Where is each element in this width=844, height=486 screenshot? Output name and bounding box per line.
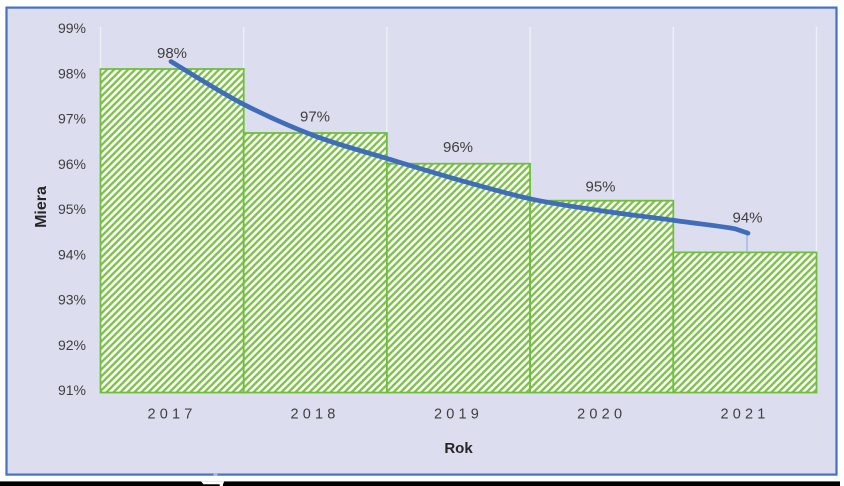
svg-text:93%: 93% — [58, 292, 86, 308]
svg-text:96%: 96% — [443, 139, 473, 156]
svg-text:2019: 2019 — [434, 406, 483, 422]
svg-text:95%: 95% — [585, 178, 615, 195]
svg-text:94%: 94% — [58, 247, 86, 263]
svg-text:98%: 98% — [157, 45, 187, 62]
svg-text:2020: 2020 — [577, 406, 626, 422]
svg-text:96%: 96% — [58, 156, 86, 172]
svg-text:94%: 94% — [732, 209, 762, 226]
svg-text:Miera: Miera — [33, 186, 50, 228]
svg-text:2018: 2018 — [290, 406, 339, 422]
svg-text:99%: 99% — [58, 20, 86, 36]
svg-text:2017: 2017 — [147, 406, 196, 422]
svg-text:2021: 2021 — [720, 406, 769, 422]
svg-text:91%: 91% — [58, 382, 86, 398]
svg-text:Rok: Rok — [444, 440, 473, 457]
svg-text:95%: 95% — [58, 201, 86, 217]
svg-text:92%: 92% — [58, 337, 86, 353]
svg-text:98%: 98% — [58, 66, 86, 82]
svg-text:97%: 97% — [58, 111, 86, 127]
svg-text:97%: 97% — [300, 108, 330, 125]
